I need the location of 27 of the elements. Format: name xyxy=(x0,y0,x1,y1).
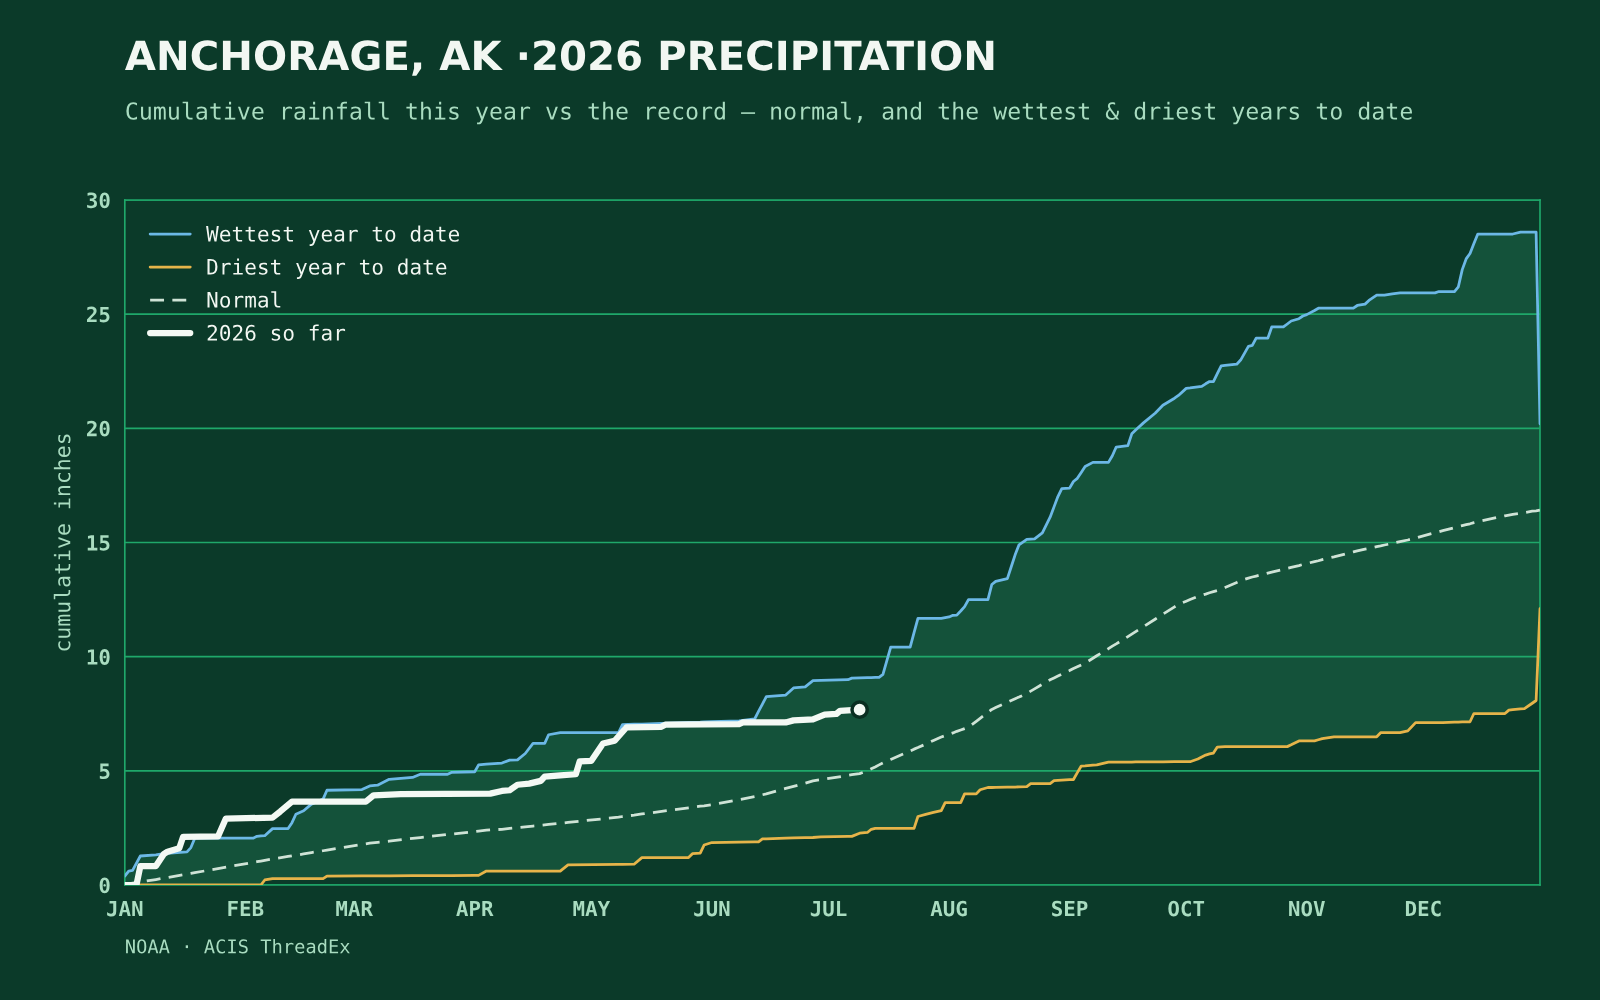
x-tick-label: AUG xyxy=(930,900,967,917)
y-tick-label: 20 xyxy=(87,420,110,437)
chart-subtitle: Cumulative rainfall this year vs the record — normal, and the wettest & driest years to date xyxy=(126,101,1412,125)
legend-label: 2026 so far xyxy=(207,324,346,341)
x-tick-label: MAR xyxy=(336,900,373,917)
y-tick-label: 5 xyxy=(99,763,110,780)
legend-label: Driest year to date xyxy=(207,258,447,279)
y-tick-label: 0 xyxy=(99,877,110,894)
x-tick-label: APR xyxy=(456,900,494,917)
x-tick-label: MAY xyxy=(573,900,611,917)
y-tick-label: 30 xyxy=(87,192,110,209)
y-tick-label: 10 xyxy=(87,649,110,665)
x-tick-label: DEC xyxy=(1405,900,1441,917)
y-tick-label: 15 xyxy=(87,535,110,551)
y-axis-title: cumulative inches xyxy=(53,434,71,651)
text: NOAA · ACIS ThreadEx xyxy=(126,938,350,954)
x-tick-label: JUL xyxy=(810,900,847,917)
legend-label: Normal xyxy=(207,291,281,308)
y-tick-label: 25 xyxy=(87,306,110,323)
x-tick-label: FEB xyxy=(228,900,264,917)
x-tick-label: SEP xyxy=(1052,900,1088,917)
chart-title: ANCHORAGE, AK ·2026 PRECIPITATION xyxy=(125,40,994,76)
x-tick-label: OCT xyxy=(1168,900,1205,917)
x-tick-label: JAN xyxy=(107,900,143,917)
x-tick-label: JUN xyxy=(694,900,730,917)
x-tick-label: NOV xyxy=(1289,900,1325,917)
legend-label: Wettest year to date xyxy=(206,225,460,246)
